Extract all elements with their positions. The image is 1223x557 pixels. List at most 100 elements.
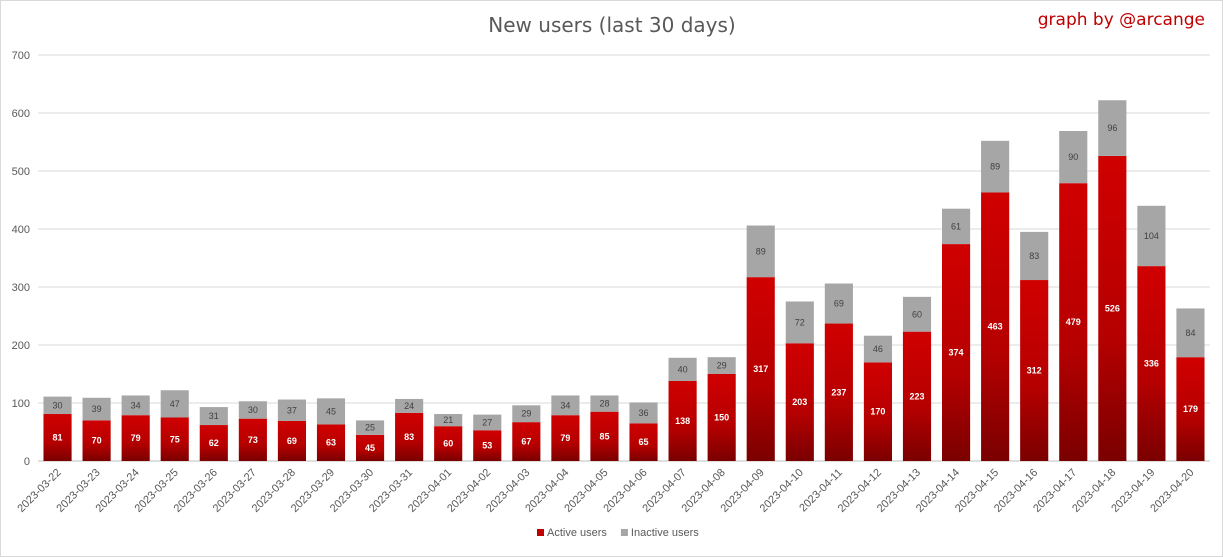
bars: 81 30 70 39 79 34 75 47 62 31 73 30 69 37 63 45 45 25 83 24…: [43, 100, 1205, 462]
bar-inactive-users: [590, 395, 619, 412]
data-label-active: 150: [714, 413, 729, 423]
bar-active-users: [160, 417, 189, 461]
bar-active-users: [590, 411, 619, 461]
data-label-inactive: 30: [53, 400, 63, 410]
data-label-active: 60: [443, 439, 453, 449]
legend-swatch: [620, 529, 628, 536]
data-label-active: 67: [521, 437, 531, 447]
bar-inactive-users: [356, 420, 385, 435]
bar-active-users: [746, 277, 775, 461]
y-tick-label: 200: [12, 340, 30, 352]
bar-inactive-users: [82, 397, 111, 421]
data-label-inactive: 34: [131, 400, 141, 410]
bar-inactive-users: [316, 398, 346, 425]
data-label-active: 374: [949, 348, 964, 358]
legend-swatch: [537, 529, 544, 536]
bar-active-users: [629, 423, 658, 461]
bar-inactive-users: [824, 283, 853, 324]
data-label-active: 69: [287, 436, 297, 446]
bar-active-users: [356, 434, 385, 461]
bar-active-users: [942, 244, 971, 461]
bar-inactive-users: [199, 407, 228, 426]
bar-active-users: [1176, 357, 1205, 461]
data-label-active: 70: [92, 436, 102, 446]
bar-inactive-users: [785, 301, 814, 344]
data-label-active: 62: [209, 438, 219, 448]
bar-inactive-users: [395, 398, 424, 413]
y-tick-label: 100: [12, 398, 30, 410]
data-label-active: 463: [988, 322, 1003, 332]
y-tick-label: 400: [12, 224, 30, 236]
data-label-inactive: 69: [834, 299, 844, 309]
data-label-active: 81: [53, 433, 63, 443]
data-label-inactive: 34: [560, 400, 570, 410]
data-label-inactive: 60: [912, 309, 922, 319]
data-label-active: 223: [909, 391, 924, 401]
data-label-inactive: 36: [639, 408, 649, 418]
data-label-inactive: 89: [756, 246, 766, 256]
data-label-active: 317: [753, 364, 768, 374]
bar-active-users: [981, 192, 1010, 461]
bar-active-users: [473, 430, 502, 461]
data-label-inactive: 72: [795, 317, 805, 327]
data-label-inactive: 21: [443, 415, 453, 425]
bar-inactive-users: [1098, 100, 1127, 156]
bar-inactive-users: [981, 140, 1010, 193]
bar-active-users: [121, 415, 150, 461]
data-label-active: 479: [1066, 317, 1081, 327]
bar-active-users: [277, 420, 306, 461]
y-tick-label: 300: [12, 282, 30, 294]
data-label-active: 203: [792, 397, 807, 407]
bar-inactive-users: [668, 357, 697, 381]
data-label-active: 79: [560, 433, 570, 443]
data-label-active: 312: [1027, 366, 1042, 376]
bar-active-users: [1137, 266, 1166, 461]
bar-inactive-users: [707, 357, 736, 374]
bar-active-users: [668, 380, 697, 461]
data-label-active: 75: [170, 434, 180, 444]
bar-inactive-users: [473, 414, 502, 431]
bar-active-users: [512, 422, 541, 461]
bar-inactive-users: [1176, 308, 1205, 358]
legend-label: Inactive users: [631, 527, 699, 539]
data-label-active: 83: [404, 432, 414, 442]
data-label-inactive: 83: [1029, 251, 1039, 261]
gridlines: [38, 54, 1210, 462]
y-tick-label: 0: [24, 456, 30, 468]
bar-active-users: [902, 331, 932, 461]
bar-active-users: [43, 414, 72, 461]
data-label-inactive: 28: [599, 399, 609, 409]
bar-active-users: [238, 418, 267, 461]
chart-credit: graph by @arcange: [1038, 10, 1205, 30]
y-tick-label: 700: [12, 50, 30, 62]
bar-inactive-users: [1020, 231, 1049, 281]
data-label-inactive: 61: [951, 221, 961, 231]
data-label-active: 85: [599, 431, 609, 441]
data-label-inactive: 45: [326, 406, 336, 416]
bar-inactive-users: [902, 296, 932, 332]
y-tick-label: 500: [12, 166, 30, 178]
bar-inactive-users: [629, 402, 658, 424]
bar-active-users: [1059, 183, 1088, 461]
data-label-inactive: 90: [1068, 152, 1078, 162]
data-label-active: 138: [675, 416, 690, 426]
bar-active-users: [1020, 280, 1049, 461]
bar-inactive-users: [746, 225, 775, 278]
bar-inactive-users: [434, 414, 463, 427]
data-label-active: 45: [365, 443, 375, 453]
data-label-inactive: 29: [717, 361, 727, 371]
bar-inactive-users: [512, 405, 541, 423]
data-label-inactive: 40: [678, 364, 688, 374]
data-label-inactive: 89: [990, 162, 1000, 172]
data-label-active: 179: [1183, 404, 1198, 414]
chart-title: New users (last 30 days): [488, 13, 735, 37]
bar-inactive-users: [942, 208, 971, 245]
data-label-inactive: 84: [1185, 328, 1195, 338]
data-label-inactive: 31: [209, 411, 219, 421]
data-label-inactive: 37: [287, 405, 297, 415]
data-label-inactive: 47: [170, 399, 180, 409]
data-label-active: 526: [1105, 303, 1120, 313]
bar-inactive-users: [551, 395, 580, 416]
